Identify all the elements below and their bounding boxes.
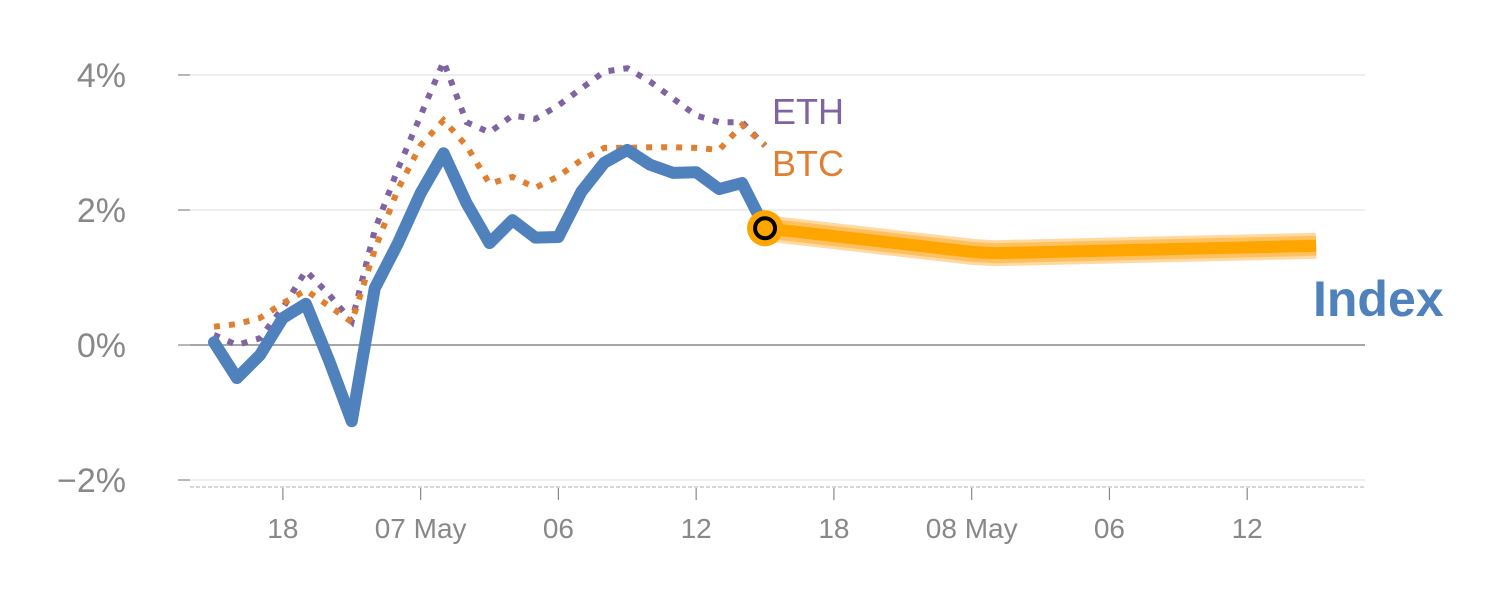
x-tick-label: 07 May xyxy=(375,513,467,544)
series-group xyxy=(208,53,1317,428)
x-tick-label: 08 May xyxy=(926,513,1018,544)
forecast-start-marker-ring xyxy=(753,216,778,241)
x-axis: 18 07 May 06 12 18 08 May 06 12 xyxy=(190,486,1365,544)
x-tick-label: 18 xyxy=(818,513,849,544)
x-tick-label: 12 xyxy=(681,513,712,544)
btc-line xyxy=(213,115,768,330)
y-tick-label: 0% xyxy=(77,327,126,365)
y-tick-label: −2% xyxy=(57,462,126,500)
x-tick-label: 06 xyxy=(1094,513,1125,544)
y-tick-label: 4% xyxy=(77,57,126,95)
x-tick-label: 18 xyxy=(267,513,298,544)
x-tick-label: 12 xyxy=(1232,513,1263,544)
index-label: Index xyxy=(1313,271,1444,327)
forecast-line xyxy=(764,222,1317,260)
grid-lines xyxy=(178,74,1365,481)
eth-label: ETH xyxy=(772,91,844,132)
y-axis: −2% 0% 2% 4% xyxy=(57,57,126,500)
x-tick-label: 06 xyxy=(543,513,574,544)
btc-label: BTC xyxy=(772,143,844,184)
y-tick-label: 2% xyxy=(77,192,126,230)
index-line xyxy=(208,143,772,428)
